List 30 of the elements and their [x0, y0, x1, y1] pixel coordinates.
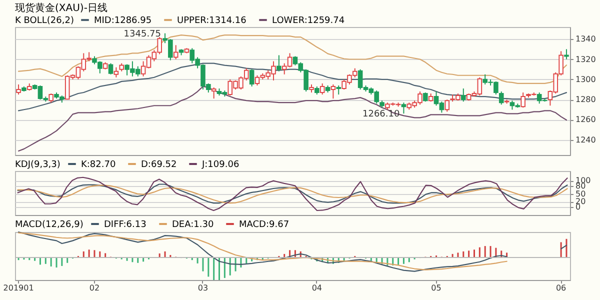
- legend-title: KDJ(9,3,3): [15, 160, 60, 170]
- x-tick-label: 02: [89, 284, 100, 292]
- y-tick-label: 1320: [576, 54, 596, 64]
- legend-label: D:69.52: [141, 160, 177, 170]
- y-tick-label: 1260: [576, 115, 596, 124]
- legend-label: LOWER:1259.74: [272, 16, 345, 26]
- legend-label: MID:1286.95: [94, 16, 152, 26]
- x-tick-label: 03: [198, 284, 208, 292]
- chart-title: 现货黄金(XAU)-日线: [15, 2, 108, 14]
- x-tick-label: 06: [556, 284, 566, 292]
- y-tick-label: 80: [576, 181, 586, 190]
- legend-label: MACD:9.67: [239, 220, 290, 230]
- legend-label: DEA:1.30: [172, 220, 214, 230]
- x-tick-label: 04: [312, 284, 322, 292]
- annotation: 1266.10: [362, 110, 400, 120]
- y-tick-label: 50: [576, 189, 586, 198]
- legend-label: J:109.06: [201, 160, 240, 170]
- y-tick-label: 0: [576, 202, 581, 212]
- annotation: 1345.75: [124, 29, 162, 40]
- y-tick-label: 1240: [576, 135, 596, 144]
- x-tick-label: 201901: [3, 284, 34, 292]
- legend-label: DIFF:6.13: [104, 220, 146, 230]
- legend-title: MACD(12,26,9): [15, 220, 84, 230]
- y-tick-label: 1280: [576, 95, 596, 104]
- y-tick-label: 1300: [576, 74, 596, 84]
- legend-label: K:82.70: [81, 160, 116, 170]
- x-tick-label: 05: [431, 284, 442, 292]
- legend-label: UPPER:1314.16: [177, 16, 247, 26]
- legend-title: K BOLL(26,2): [15, 16, 74, 26]
- y-tick-label: 1340: [576, 34, 596, 44]
